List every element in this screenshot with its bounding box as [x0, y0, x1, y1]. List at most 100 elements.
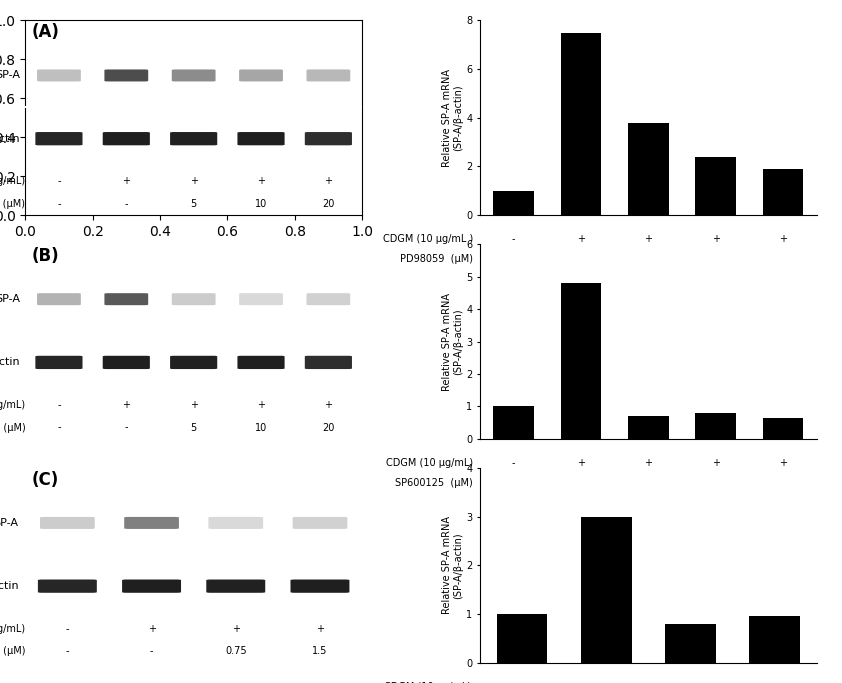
Text: 10: 10	[255, 423, 267, 432]
Text: -: -	[66, 624, 69, 634]
FancyBboxPatch shape	[293, 517, 347, 529]
FancyBboxPatch shape	[35, 356, 83, 369]
FancyBboxPatch shape	[170, 356, 217, 369]
Text: -: -	[57, 400, 61, 410]
Text: (C): (C)	[32, 471, 59, 488]
Y-axis label: Relative SP-A mRNA
(SP-A/β-actin): Relative SP-A mRNA (SP-A/β-actin)	[442, 516, 463, 614]
FancyBboxPatch shape	[209, 517, 263, 529]
Bar	[749, 616, 800, 663]
Text: -: -	[512, 254, 515, 264]
Text: (A): (A)	[32, 23, 60, 41]
Bar	[763, 418, 803, 438]
FancyBboxPatch shape	[103, 132, 150, 145]
Bar	[695, 413, 736, 438]
FancyBboxPatch shape	[122, 579, 181, 593]
FancyBboxPatch shape	[170, 132, 217, 145]
FancyBboxPatch shape	[306, 293, 350, 305]
FancyBboxPatch shape	[306, 70, 350, 81]
FancyBboxPatch shape	[35, 132, 83, 145]
Y-axis label: Relative SP-A mRNA
(SP-A/β-actin): Relative SP-A mRNA (SP-A/β-actin)	[442, 292, 463, 391]
FancyBboxPatch shape	[125, 517, 179, 529]
Text: CDGM (10 μg/mL): CDGM (10 μg/mL)	[0, 176, 25, 186]
Text: +: +	[122, 176, 131, 186]
FancyBboxPatch shape	[206, 579, 265, 593]
Text: +: +	[770, 682, 779, 683]
Text: +: +	[232, 624, 240, 634]
FancyBboxPatch shape	[38, 579, 97, 593]
Bar	[628, 416, 669, 438]
Text: 1.5: 1.5	[312, 646, 328, 656]
Text: +: +	[189, 400, 198, 410]
Text: 5: 5	[190, 423, 197, 432]
Text: +: +	[577, 458, 585, 469]
Bar	[561, 33, 601, 215]
FancyBboxPatch shape	[172, 293, 216, 305]
Text: CDGM (10 μg/mL): CDGM (10 μg/mL)	[0, 624, 25, 634]
Text: +: +	[577, 234, 585, 245]
Text: -: -	[579, 477, 583, 488]
Text: 10: 10	[255, 199, 267, 209]
Text: SB202190  (μM): SB202190 (μM)	[0, 646, 25, 656]
Text: SP600125  (μM): SP600125 (μM)	[396, 477, 473, 488]
FancyBboxPatch shape	[37, 293, 81, 305]
Text: -: -	[57, 176, 61, 186]
Text: PD98059  (μM): PD98059 (μM)	[400, 254, 473, 264]
Text: 0.75: 0.75	[225, 646, 247, 656]
Text: 20: 20	[777, 477, 789, 488]
Bar	[561, 283, 601, 438]
Text: -: -	[512, 477, 515, 488]
Text: SP-A: SP-A	[0, 70, 20, 81]
Text: +: +	[257, 176, 265, 186]
Text: β-actin: β-actin	[0, 581, 19, 591]
Text: CDGM (10 μg/mL): CDGM (10 μg/mL)	[386, 458, 473, 469]
FancyBboxPatch shape	[104, 70, 148, 81]
Text: CDGM (10 μg/mL): CDGM (10 μg/mL)	[0, 400, 25, 410]
Text: +: +	[324, 400, 333, 410]
Text: SP-A: SP-A	[0, 294, 20, 304]
FancyBboxPatch shape	[305, 356, 352, 369]
Text: β-actin: β-actin	[0, 357, 20, 367]
Text: +: +	[324, 176, 333, 186]
Text: +: +	[779, 234, 787, 245]
Bar	[493, 191, 534, 215]
Text: +: +	[602, 682, 610, 683]
Text: 10: 10	[710, 254, 722, 264]
Text: SP600125  (μM): SP600125 (μM)	[0, 423, 25, 432]
FancyBboxPatch shape	[237, 132, 285, 145]
Text: 5: 5	[645, 254, 652, 264]
Text: +: +	[711, 234, 720, 245]
Text: CDGM (10 μg/mL ): CDGM (10 μg/mL )	[383, 234, 473, 245]
Text: (B): (B)	[32, 247, 60, 265]
FancyBboxPatch shape	[40, 517, 94, 529]
Bar	[497, 614, 547, 663]
Text: 20: 20	[777, 254, 789, 264]
FancyBboxPatch shape	[239, 70, 283, 81]
Text: +: +	[189, 176, 198, 186]
Text: +: +	[711, 458, 720, 469]
Text: -: -	[66, 646, 69, 656]
Text: -: -	[57, 199, 61, 209]
Text: +: +	[644, 458, 653, 469]
FancyBboxPatch shape	[103, 356, 150, 369]
FancyBboxPatch shape	[172, 70, 216, 81]
Text: +: +	[122, 400, 131, 410]
Bar	[665, 624, 716, 663]
Text: -: -	[57, 423, 61, 432]
Text: -: -	[150, 646, 153, 656]
FancyBboxPatch shape	[37, 70, 81, 81]
Bar	[695, 156, 736, 215]
Text: β-actin: β-actin	[0, 134, 20, 143]
Bar	[581, 516, 632, 663]
Text: 20: 20	[322, 423, 334, 432]
Text: 5: 5	[190, 199, 197, 209]
Text: -: -	[125, 423, 128, 432]
Text: CDGM (10 μg/mL): CDGM (10 μg/mL)	[385, 682, 472, 683]
Text: 10: 10	[710, 477, 722, 488]
Text: SP-A: SP-A	[0, 518, 19, 528]
Text: +: +	[257, 400, 265, 410]
Text: -: -	[520, 682, 524, 683]
Text: +: +	[686, 682, 695, 683]
Text: +: +	[644, 234, 653, 245]
Text: -: -	[125, 199, 128, 209]
FancyBboxPatch shape	[290, 579, 349, 593]
